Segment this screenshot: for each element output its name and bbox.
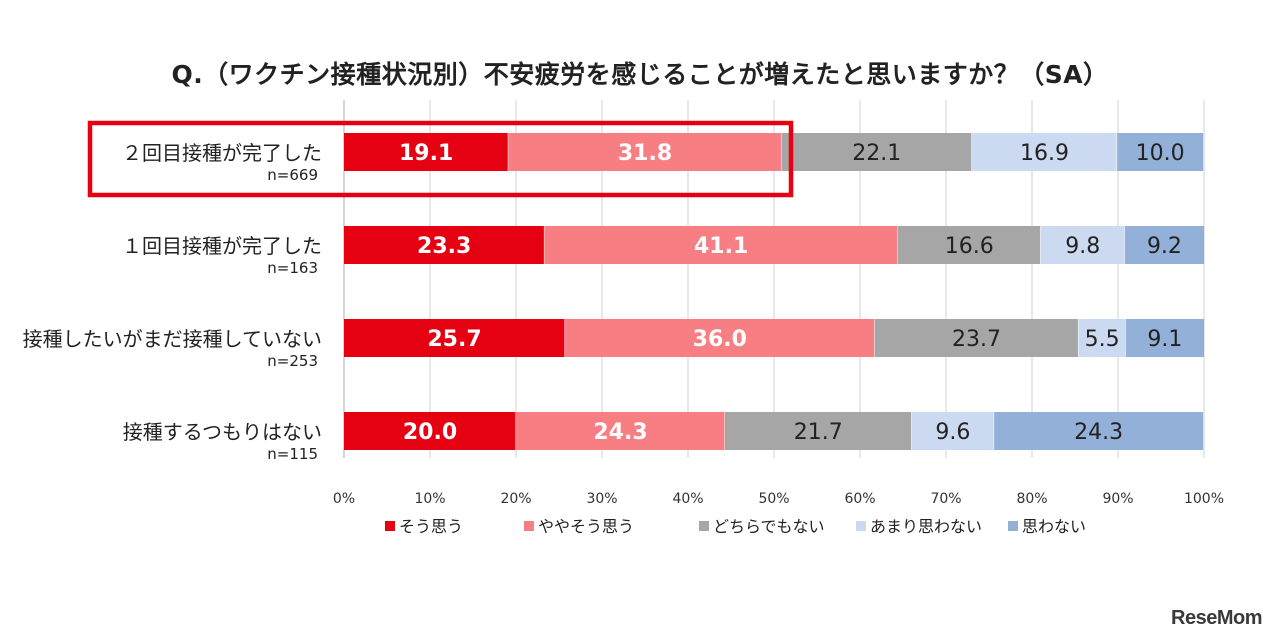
legend-swatch <box>385 521 395 531</box>
data-label: 24.3 <box>593 420 647 445</box>
data-label: 9.6 <box>935 420 970 445</box>
bar-segment <box>344 226 545 264</box>
chart-title: Q.（ワクチン接種状況別）不安疲労を感じることが増えたと思いますか？（SA） <box>171 60 1109 89</box>
category-label: １回目接種が完了した <box>122 234 322 258</box>
data-label: 23.7 <box>952 327 1001 352</box>
bar-segment <box>781 133 972 171</box>
category-label: 接種するつもりはない <box>123 420 322 444</box>
category-label: ２回目接種が完了した <box>122 141 322 165</box>
bar-segment <box>994 412 1204 450</box>
legend-item: あまり思わない <box>856 517 982 536</box>
data-label: 16.9 <box>1020 141 1069 166</box>
bar-segment <box>344 319 566 357</box>
data-label: 20.0 <box>403 420 457 445</box>
legend-label: あまり思わない <box>870 517 982 536</box>
bars-layer: 19.1 31.8 22.1 16.9 10.0 23.3 41.1 16.6 9.8 9.2 25… <box>344 133 1204 450</box>
sample-size-label: n=115 <box>267 445 318 463</box>
data-label: 9.2 <box>1147 234 1182 259</box>
bar-segment <box>1124 226 1204 264</box>
data-label: 36.0 <box>693 327 747 352</box>
data-label: 24.3 <box>1074 420 1123 445</box>
data-label: 5.5 <box>1085 327 1120 352</box>
x-tick-label: 40% <box>672 491 703 507</box>
legend-swatch <box>524 521 534 531</box>
legend-item: ややそう思う <box>524 517 634 536</box>
bar-segment <box>544 226 898 264</box>
legend-item: 思わない <box>1008 517 1086 536</box>
bar-segment <box>724 412 912 450</box>
legend-swatch <box>856 521 866 531</box>
data-label: 25.7 <box>427 327 481 352</box>
data-label: 31.8 <box>618 141 672 166</box>
x-tick-label: 90% <box>1102 491 1133 507</box>
bar-segment <box>874 319 1079 357</box>
x-tick-label: 80% <box>1016 491 1047 507</box>
x-tick-label: 30% <box>586 491 617 507</box>
legend-item: そう思う <box>385 517 463 536</box>
bar-segment <box>1078 319 1126 357</box>
x-tick-label: 10% <box>414 491 445 507</box>
legend-item: どちらでもない <box>699 517 825 536</box>
bar-segment <box>1040 226 1125 264</box>
sample-size-label: n=669 <box>267 166 318 184</box>
data-label: 10.0 <box>1136 141 1185 166</box>
x-tick-label: 60% <box>844 491 875 507</box>
bar-segment <box>516 412 725 450</box>
x-tick-label: 50% <box>758 491 789 507</box>
x-tick-label: 100% <box>1184 491 1224 507</box>
bar-segment <box>911 412 995 450</box>
data-label: 41.1 <box>694 234 748 259</box>
category-label: 接種したいがまだ接種していない <box>23 327 322 351</box>
resemom-logo: ReseMom <box>1171 607 1262 629</box>
bar-segment <box>344 133 509 171</box>
data-label: 9.1 <box>1147 327 1182 352</box>
bar-segment <box>1117 133 1204 171</box>
legend-label: ややそう思う <box>538 517 634 536</box>
data-label: 23.3 <box>417 234 471 259</box>
data-label: 21.7 <box>794 420 843 445</box>
x-axis-ticks-layer: 0% 10% 20% 30% 40% 50% 60% 70% 80% 90% 100% <box>333 491 1224 507</box>
bar-segment <box>344 412 516 450</box>
legend: そう思う ややそう思う どちらでもない あまり思わない 思わない <box>385 517 1086 536</box>
data-label: 19.1 <box>399 141 453 166</box>
highlight-layer <box>87 120 794 198</box>
sample-size-label: n=253 <box>267 352 318 370</box>
data-label: 22.1 <box>852 141 901 166</box>
sample-size-label: n=163 <box>267 259 318 277</box>
data-label: 16.6 <box>945 234 994 259</box>
x-tick-label: 70% <box>930 491 961 507</box>
data-label: 9.8 <box>1065 234 1100 259</box>
bar-segment <box>508 133 782 171</box>
highlight-box <box>87 120 794 198</box>
legend-label: 思わない <box>1022 517 1086 536</box>
legend-swatch <box>699 521 709 531</box>
bar-segment <box>897 226 1041 264</box>
legend-label: どちらでもない <box>713 517 825 536</box>
x-tick-label: 20% <box>500 491 531 507</box>
bar-segment <box>565 319 875 357</box>
legend-swatch <box>1008 521 1018 531</box>
legend-label: そう思う <box>399 517 463 536</box>
bar-segment <box>1125 319 1204 357</box>
bar-segment <box>971 133 1118 171</box>
x-tick-label: 0% <box>333 491 355 507</box>
